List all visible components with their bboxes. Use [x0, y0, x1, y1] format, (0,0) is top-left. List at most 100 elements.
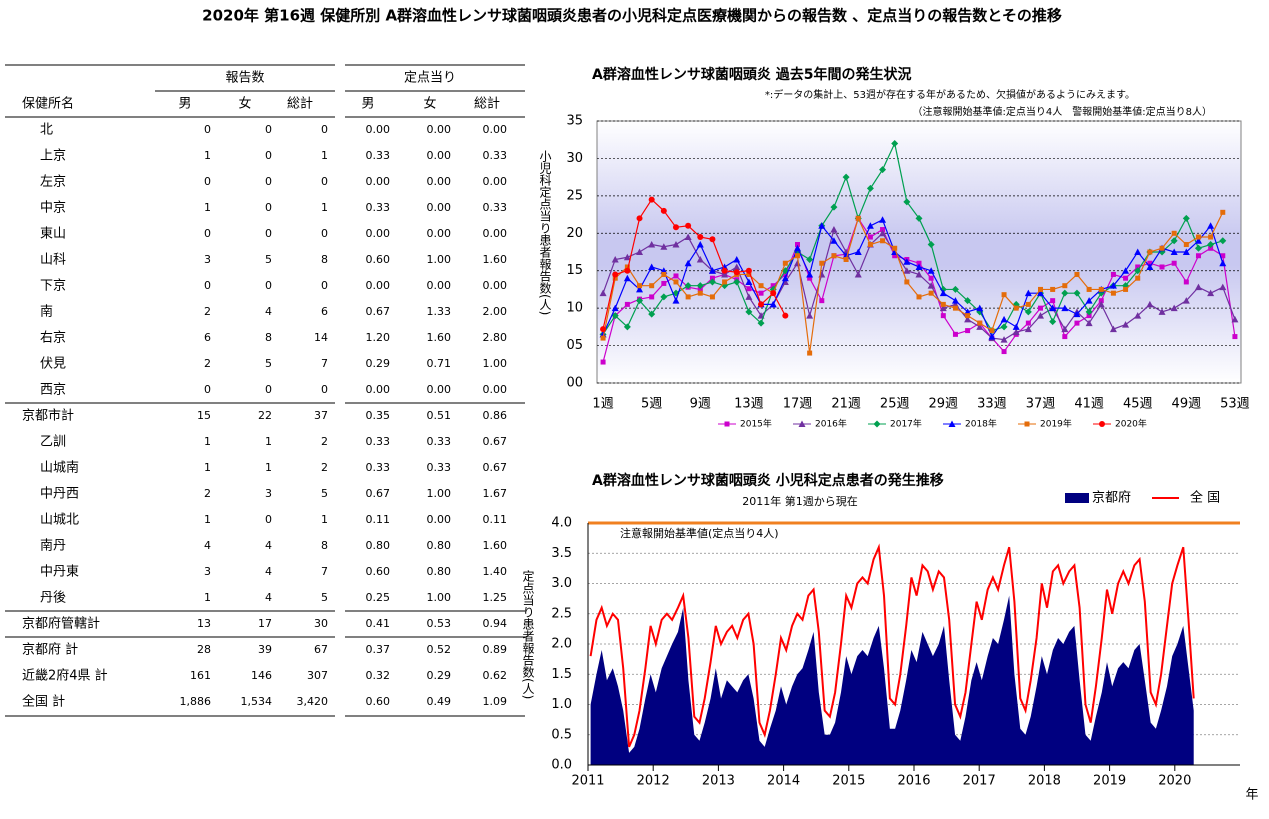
data-point — [661, 280, 667, 286]
cell: 0 — [321, 279, 328, 292]
data-point — [915, 263, 923, 270]
annotation: *:データの集計上、53週が存在する年があるため、欠損値があるようにみえます。 — [765, 88, 1135, 101]
y-tick-label: 1.5 — [551, 667, 572, 682]
data-point — [684, 259, 692, 267]
data-point — [1037, 289, 1045, 297]
cell: 4 — [265, 565, 272, 578]
cell: 0.35 — [366, 409, 391, 422]
data-point — [951, 285, 959, 293]
series-line — [602, 218, 1224, 338]
y-tick-label: 0.0 — [551, 758, 572, 773]
cell: 0.00 — [483, 123, 508, 136]
x-tick-label: 2016 — [897, 774, 930, 789]
data-point — [879, 229, 887, 237]
cell: 0.25 — [366, 591, 391, 604]
cell: 13 — [197, 617, 211, 630]
data-point — [1135, 264, 1141, 270]
data-point — [1123, 286, 1129, 292]
cell: 0 — [204, 383, 211, 396]
data-point — [1122, 321, 1130, 328]
data-point — [733, 263, 741, 270]
data-point — [1050, 286, 1056, 292]
cell: 1 — [204, 513, 211, 526]
cell: 0.00 — [427, 123, 452, 136]
x-tick-label: 21週 — [831, 397, 861, 412]
chart-title: A群溶血性レンサ球菌咽頭炎 過去5年間の発生状況 — [592, 66, 911, 83]
data-point — [648, 263, 656, 270]
data-point — [904, 279, 910, 285]
data-point — [806, 270, 814, 278]
cell: 1 — [204, 149, 211, 162]
data-point — [708, 278, 716, 286]
x-tick-label: 2013 — [702, 774, 735, 789]
data-point — [879, 216, 887, 223]
legend-marker — [1024, 421, 1030, 427]
cell: 1.00 — [427, 591, 452, 604]
cell: 0.94 — [483, 617, 508, 630]
legend-label: 2016年 — [815, 418, 847, 430]
data-point — [903, 198, 911, 206]
cell: 0.33 — [366, 201, 391, 214]
cell: 146 — [251, 669, 272, 682]
data-point — [1001, 292, 1007, 298]
x-tick-label: 1週 — [592, 397, 613, 412]
data-point — [1000, 315, 1008, 323]
cell: 0.53 — [427, 617, 452, 630]
legend-label: 2017年 — [890, 418, 922, 430]
data-point — [1232, 334, 1238, 340]
cell: 0.71 — [427, 357, 452, 370]
cell: 0.00 — [427, 201, 452, 214]
row-name: 山科 — [40, 253, 66, 268]
data-point — [770, 283, 776, 289]
data-point — [721, 267, 728, 274]
data-point — [672, 297, 680, 304]
data-point — [880, 238, 886, 244]
cell: 0 — [265, 149, 272, 162]
x-tick-label: 2020 — [1158, 774, 1191, 789]
cell: 0.33 — [483, 149, 508, 162]
data-point — [1074, 271, 1080, 277]
cell: 0.41 — [366, 617, 391, 630]
data-point — [989, 328, 995, 334]
data-point — [697, 290, 703, 296]
cell: 4 — [265, 539, 272, 552]
cell: 0 — [265, 279, 272, 292]
cell: 1 — [265, 461, 272, 474]
x-tick-label: 29週 — [929, 397, 959, 412]
data-point — [660, 243, 668, 250]
legend-swatch — [1065, 493, 1089, 503]
data-point — [722, 279, 728, 285]
data-point — [976, 304, 984, 312]
legend-label: 2020年 — [1115, 418, 1147, 430]
row-name: 東山 — [40, 226, 66, 242]
data-point — [952, 331, 958, 337]
cell: 6 — [321, 305, 328, 318]
data-point — [952, 305, 958, 311]
cell: 8 — [321, 253, 328, 266]
data-point — [1146, 263, 1154, 270]
cell: 0 — [321, 123, 328, 136]
column-header: 男 — [361, 97, 374, 112]
cell: 0.33 — [483, 201, 508, 214]
cell: 4 — [204, 539, 211, 552]
cell: 0.00 — [483, 227, 508, 240]
data-point — [1073, 310, 1081, 318]
data-point — [782, 312, 789, 319]
cell: 0 — [321, 383, 328, 396]
x-tick-label: 2017 — [963, 774, 996, 789]
data-point — [806, 312, 814, 319]
legend-label: 全 国 — [1190, 490, 1220, 506]
x-tick-label: 2018 — [1028, 774, 1061, 789]
data-point — [819, 260, 825, 266]
data-point — [903, 267, 911, 274]
data-point — [1061, 304, 1069, 312]
data-point — [1195, 234, 1201, 240]
data-point — [758, 301, 765, 308]
cell: 6 — [204, 331, 211, 344]
data-point — [1098, 298, 1104, 304]
data-point — [794, 242, 800, 248]
x-tick-label: 37週 — [1026, 397, 1056, 412]
cell: 0.00 — [366, 383, 391, 396]
data-point — [1134, 312, 1142, 319]
data-point — [709, 236, 716, 243]
